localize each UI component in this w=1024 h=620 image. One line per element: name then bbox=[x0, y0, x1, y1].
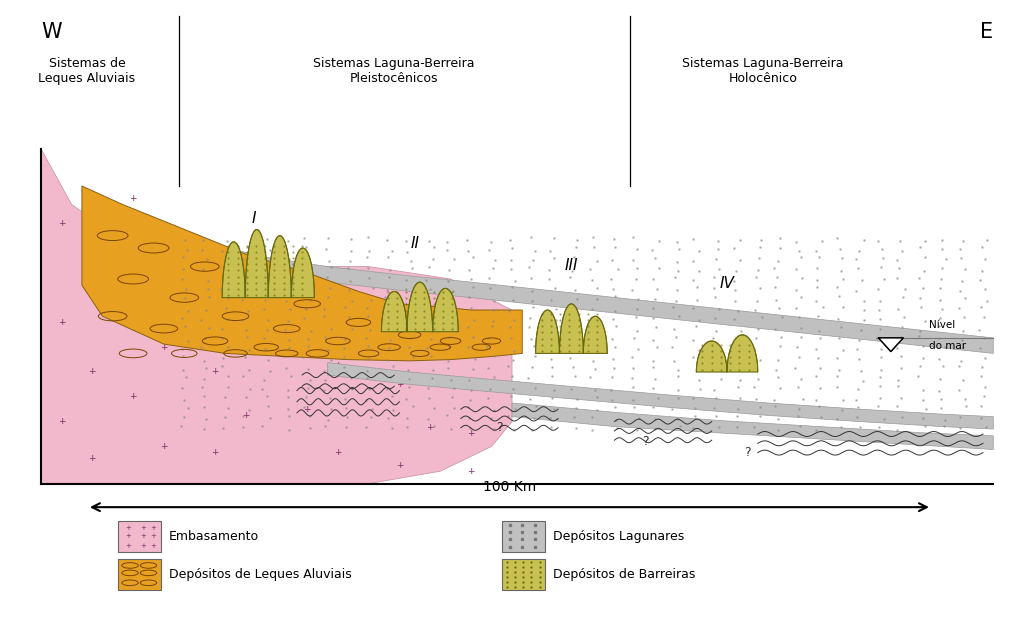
Polygon shape bbox=[328, 363, 993, 429]
Text: +: + bbox=[57, 417, 66, 426]
Polygon shape bbox=[82, 186, 522, 361]
Bar bbox=[502, 521, 545, 552]
Text: +: + bbox=[57, 318, 66, 327]
Text: Embasamento: Embasamento bbox=[169, 530, 259, 542]
Text: Sistemas Laguna-Berreira
Holocênico: Sistemas Laguna-Berreira Holocênico bbox=[682, 57, 844, 86]
Text: ?: ? bbox=[642, 435, 648, 448]
Text: +: + bbox=[303, 405, 311, 414]
Polygon shape bbox=[879, 338, 903, 352]
Polygon shape bbox=[41, 149, 512, 484]
Text: Nível: Nível bbox=[929, 321, 955, 330]
Bar bbox=[118, 559, 161, 590]
Text: III: III bbox=[564, 258, 579, 273]
Text: Depósitos de Leques Aluviais: Depósitos de Leques Aluviais bbox=[169, 569, 351, 581]
Text: Depósitos de Barreiras: Depósitos de Barreiras bbox=[553, 569, 695, 581]
Text: +: + bbox=[125, 533, 131, 539]
Text: +: + bbox=[242, 324, 250, 333]
Text: E: E bbox=[980, 22, 993, 42]
Text: +: + bbox=[395, 380, 403, 389]
Text: +: + bbox=[426, 423, 434, 432]
Text: +: + bbox=[88, 368, 96, 376]
Text: +: + bbox=[160, 442, 168, 451]
Text: +: + bbox=[151, 542, 157, 549]
Text: +: + bbox=[211, 275, 219, 283]
Text: +: + bbox=[467, 467, 475, 476]
Text: +: + bbox=[160, 244, 168, 252]
Text: +: + bbox=[125, 542, 131, 549]
Text: II: II bbox=[411, 236, 419, 251]
Text: +: + bbox=[334, 361, 342, 370]
Text: Sistemas Laguna-Berreira
Pleistocênicos: Sistemas Laguna-Berreira Pleistocênicos bbox=[313, 57, 475, 86]
Bar bbox=[502, 559, 545, 590]
Text: +: + bbox=[334, 448, 342, 457]
Text: +: + bbox=[151, 525, 157, 531]
Polygon shape bbox=[512, 403, 993, 450]
Text: +: + bbox=[125, 525, 131, 531]
Text: I: I bbox=[252, 211, 256, 226]
Text: +: + bbox=[88, 454, 96, 463]
Text: do mar: do mar bbox=[929, 341, 966, 351]
Bar bbox=[118, 521, 161, 552]
Text: +: + bbox=[129, 392, 137, 401]
Text: ?: ? bbox=[744, 446, 751, 459]
Text: IV: IV bbox=[720, 277, 734, 291]
Text: +: + bbox=[140, 533, 146, 539]
Text: +: + bbox=[211, 368, 219, 376]
Polygon shape bbox=[536, 304, 607, 353]
Text: +: + bbox=[151, 533, 157, 539]
Text: +: + bbox=[211, 448, 219, 457]
Text: Sistemas de
Leques Aluviais: Sistemas de Leques Aluviais bbox=[39, 57, 135, 86]
Text: W: W bbox=[41, 22, 61, 42]
Polygon shape bbox=[174, 236, 993, 353]
Text: +: + bbox=[160, 343, 168, 352]
Text: +: + bbox=[303, 318, 311, 327]
Polygon shape bbox=[696, 335, 758, 372]
Text: +: + bbox=[88, 268, 96, 277]
Text: +: + bbox=[140, 525, 146, 531]
Text: +: + bbox=[129, 194, 137, 203]
Text: +: + bbox=[467, 430, 475, 438]
Text: +: + bbox=[140, 542, 146, 549]
Polygon shape bbox=[222, 229, 314, 298]
Text: ?: ? bbox=[497, 422, 503, 434]
Polygon shape bbox=[381, 282, 459, 332]
Text: +: + bbox=[395, 461, 403, 469]
Text: 100 Km: 100 Km bbox=[482, 479, 537, 494]
Text: Depósitos Lagunares: Depósitos Lagunares bbox=[553, 530, 684, 542]
Text: +: + bbox=[57, 219, 66, 228]
Text: +: + bbox=[129, 293, 137, 302]
Text: +: + bbox=[242, 411, 250, 420]
